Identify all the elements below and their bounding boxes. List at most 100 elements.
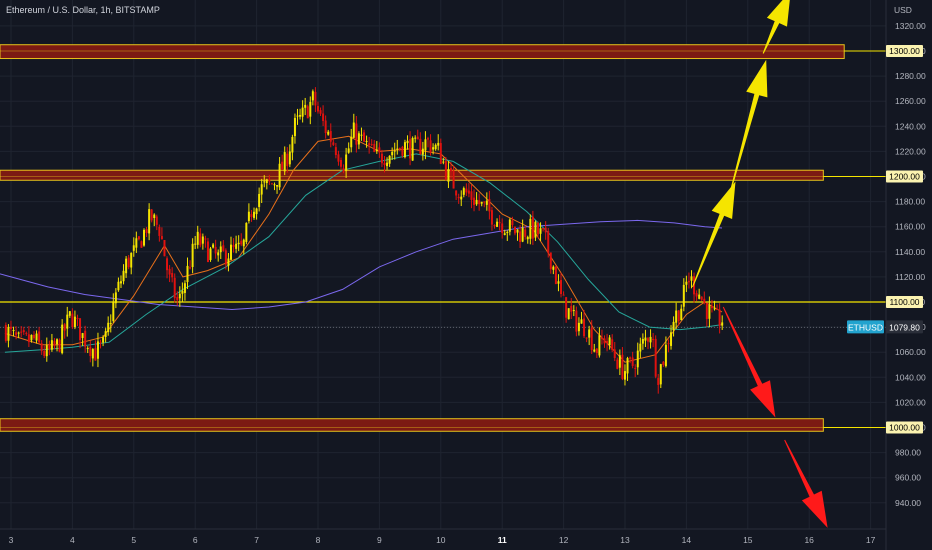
candle-body <box>595 348 598 354</box>
time-tick-label: 12 <box>559 535 569 545</box>
candle-body <box>219 246 222 253</box>
candle-body <box>368 143 371 146</box>
candle-body <box>526 237 529 240</box>
candle-body <box>237 242 240 245</box>
candle-body <box>554 266 557 285</box>
candle-body <box>137 236 140 240</box>
candle-body <box>700 296 703 300</box>
last-price-badge-bg <box>886 320 923 334</box>
candle-body <box>360 134 363 136</box>
currency-label: USD <box>894 5 912 15</box>
candle-body <box>618 355 621 368</box>
candle-body <box>439 143 442 164</box>
candle-body <box>281 161 284 170</box>
candle-body <box>424 139 427 151</box>
sr-zone <box>0 44 845 60</box>
candle-body <box>148 209 151 234</box>
candle-body <box>562 294 565 296</box>
candle-body <box>337 154 340 162</box>
candle-body <box>483 201 486 203</box>
candle-body <box>102 337 105 343</box>
candle-body <box>409 139 412 159</box>
candle-body <box>503 233 506 235</box>
candle-body <box>314 91 317 106</box>
candle-body <box>626 358 629 374</box>
candle-body <box>355 123 358 145</box>
candle-body <box>708 304 711 319</box>
candle-body <box>122 270 125 282</box>
candle-body <box>186 265 189 283</box>
candle-body <box>132 245 135 251</box>
candle-body <box>437 142 440 146</box>
candle-body <box>401 146 404 156</box>
candle-body <box>485 200 488 205</box>
candle-body <box>145 229 148 234</box>
candle-body <box>73 316 76 328</box>
candle-body <box>501 223 504 234</box>
candle-body <box>278 163 281 188</box>
candle-body <box>716 308 719 310</box>
candle-body <box>616 359 619 369</box>
candle-body <box>140 241 143 248</box>
candle-body <box>600 337 603 340</box>
candle-body <box>35 333 38 341</box>
candle-body <box>347 148 350 153</box>
candle-body <box>442 161 445 163</box>
candle-body <box>229 244 232 260</box>
candle-body <box>224 250 227 265</box>
candle-body <box>276 185 279 187</box>
candle-body <box>447 168 450 182</box>
candle-body <box>201 236 204 244</box>
candle-body <box>33 334 36 339</box>
candle-body <box>130 252 133 268</box>
chart-title: Ethereum / U.S. Dollar, 1h, BITSTAMP <box>6 5 160 15</box>
candle-body <box>544 227 547 233</box>
candle-body <box>465 188 468 193</box>
candle-body <box>196 231 199 245</box>
candle-body <box>125 258 128 274</box>
candle-body <box>357 133 360 145</box>
time-tick-label: 7 <box>254 535 259 545</box>
candle-body <box>181 290 184 294</box>
candle-body <box>58 339 61 352</box>
candle-body <box>380 153 383 164</box>
candle-body <box>40 343 43 352</box>
level-label: 1000.00 <box>889 423 920 433</box>
candle-body <box>659 364 662 385</box>
level-labels: 1300.00 1200.00 1100.00 1000.00 <box>886 45 923 434</box>
price-tick-label: 1140.00 <box>895 247 925 257</box>
candle-body <box>48 345 51 350</box>
time-tick-label: 17 <box>866 535 876 545</box>
candle-body <box>629 357 632 359</box>
candle-body <box>79 318 82 341</box>
candle-body <box>490 210 493 225</box>
candle-body <box>268 179 271 182</box>
candle-body <box>429 140 432 152</box>
price-tick-label: 1020.00 <box>895 397 926 407</box>
candle-body <box>150 209 153 221</box>
candle-body <box>383 162 386 166</box>
candle-body <box>189 267 192 269</box>
candle-body <box>345 154 348 172</box>
candle-body <box>286 153 289 167</box>
candle-body <box>160 236 163 240</box>
candle-body <box>265 179 268 184</box>
moving-average-line <box>4 153 723 353</box>
candle-body <box>283 152 286 172</box>
time-axis[interactable]: 3 4 5 6 7 8 9 10 11 12 13 14 15 16 17 <box>9 535 876 545</box>
candle-body <box>365 140 368 142</box>
candle-body <box>288 151 291 165</box>
candle-body <box>710 306 713 308</box>
candle-body <box>311 91 314 101</box>
candle-body <box>470 191 473 200</box>
candle-body <box>444 160 447 180</box>
level-label-bg <box>886 296 923 308</box>
candle-body <box>114 292 117 304</box>
candle-body <box>547 231 550 253</box>
candle-body <box>664 344 667 367</box>
candle-body <box>506 232 509 234</box>
candle-body <box>45 345 48 357</box>
candle-body <box>63 324 66 331</box>
candle-body <box>590 327 593 351</box>
